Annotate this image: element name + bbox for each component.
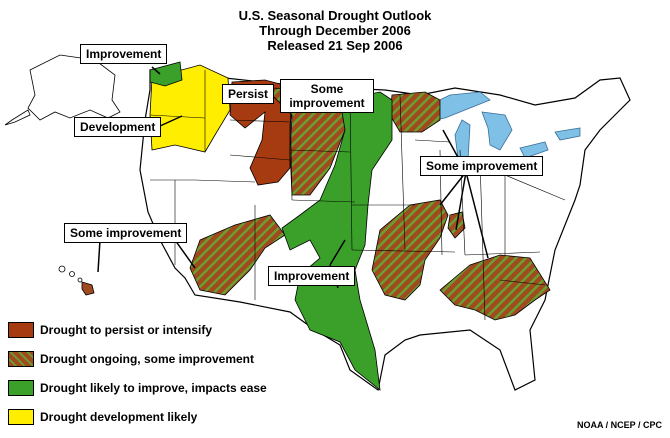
state-boundaries (149, 70, 566, 321)
title-line-2: Through December 2006 (259, 23, 411, 38)
legend-label-development: Drought development likely (40, 410, 198, 424)
map-title: U.S. Seasonal Drought Outlook Through De… (0, 8, 670, 53)
callout-improvement-south: Improvement (268, 266, 356, 286)
legend-swatch-development (8, 409, 34, 425)
callout-some-improvement-east: Some improvement (420, 156, 544, 176)
legend-swatch-some-improvement (8, 351, 34, 367)
callout-improvement-nw: Improvement (80, 44, 168, 64)
improvement-region-central (281, 91, 393, 391)
legend-label-persist: Drought to persist or intensify (40, 323, 213, 337)
improvement-region-nw (149, 61, 183, 87)
callout-some-improvement-north: Some improvement (280, 79, 374, 113)
callout-development: Development (74, 117, 162, 137)
title-line-1: U.S. Seasonal Drought Outlook (238, 8, 432, 23)
legend-item-some-improvement: Drought ongoing, some improvement (8, 349, 267, 369)
legend-item-improve: Drought likely to improve, impacts ease (8, 378, 267, 398)
callout-some-improvement-west: Some improvement (64, 223, 188, 243)
legend-swatch-improve (8, 380, 34, 396)
legend-item-persist: Drought to persist or intensify (8, 320, 267, 340)
credit-text: NOAA / NCEP / CPC (576, 420, 662, 430)
legend: Drought to persist or intensify Drought … (8, 320, 267, 436)
legend-label-some-improvement: Drought ongoing, some improvement (40, 352, 255, 366)
callout-persist: Persist (222, 84, 275, 104)
legend-swatch-persist (8, 322, 34, 338)
alaska-inset (4, 54, 121, 126)
title-line-3: Released 21 Sep 2006 (267, 38, 403, 53)
legend-label-improve: Drought likely to improve, impacts ease (40, 381, 267, 395)
legend-item-development: Drought development likely (8, 407, 267, 427)
hawaii-islands (58, 265, 95, 296)
